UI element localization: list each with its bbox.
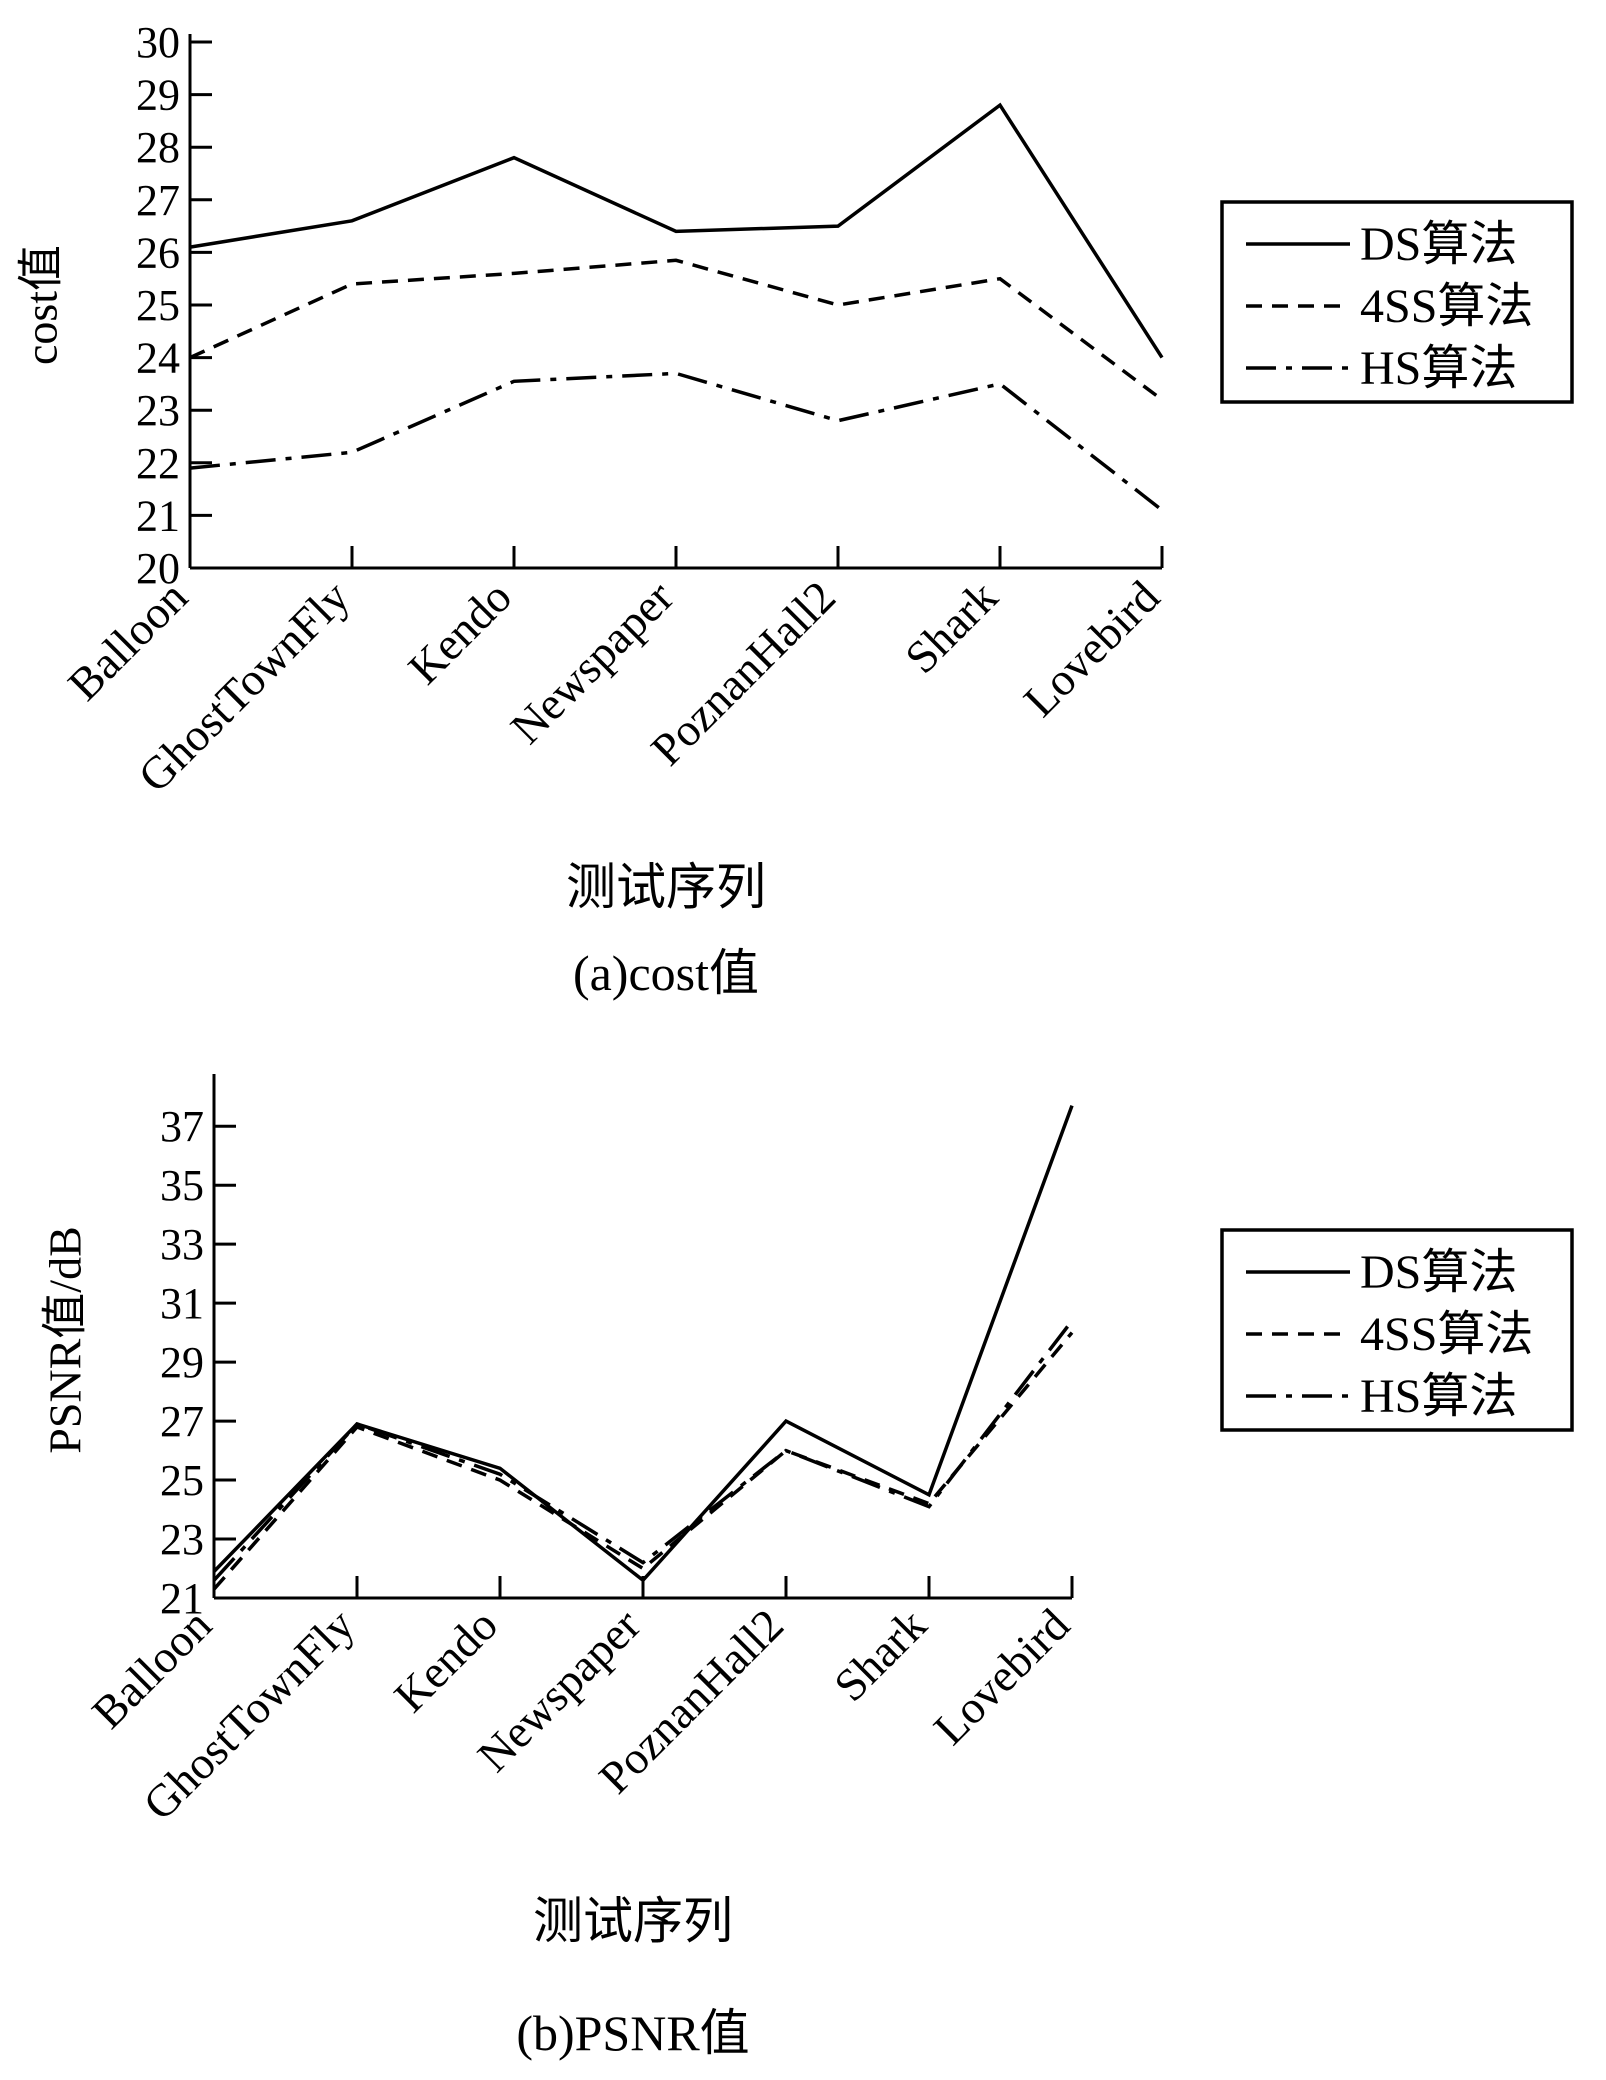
y-tick-label: 35 — [160, 1161, 204, 1210]
series-line-0 — [189, 102, 1164, 359]
chart-panel-0: 2021222324252627282930BalloonGhostTownFl… — [16, 18, 1574, 1001]
y-tick-label: 23 — [160, 1515, 204, 1564]
chart-caption: (a)cost值 — [573, 945, 759, 1001]
legend-label-1: 4SS算法 — [1360, 1308, 1533, 1361]
y-axis-label: cost值 — [16, 245, 67, 365]
y-tick-label: 20 — [136, 544, 180, 593]
y-tick-label: 22 — [136, 439, 180, 488]
y-tick-label: 21 — [160, 1574, 204, 1623]
x-tick-label: Balloon — [58, 571, 197, 710]
legend-box — [1220, 200, 1574, 404]
x-axis-label: 测试序列 — [566, 859, 766, 915]
legend: DS算法 4SS算法 HS算法 — [1220, 1228, 1574, 1432]
y-tick-label: 29 — [160, 1338, 204, 1387]
y-tick-label: 24 — [136, 334, 180, 383]
legend-label-1: 4SS算法 — [1360, 280, 1533, 333]
series-line-2 — [212, 1319, 1074, 1582]
legend-label-2: HS算法 — [1360, 1370, 1517, 1423]
y-tick-label: 25 — [136, 281, 180, 330]
x-axis-label: 测试序列 — [533, 1893, 733, 1949]
x-tick-label: Shark — [895, 571, 1007, 683]
x-tick-label: Lovebird — [1014, 571, 1169, 726]
x-tick-label: Kendo — [398, 571, 521, 694]
y-tick-label: 21 — [136, 491, 180, 540]
legend-label-0: DS算法 — [1360, 218, 1517, 271]
legend-label-2: HS算法 — [1360, 342, 1517, 395]
series-line-0 — [212, 1104, 1074, 1583]
y-tick-label: 26 — [136, 228, 180, 277]
series-line-2 — [189, 371, 1164, 512]
y-tick-label: 37 — [160, 1102, 204, 1151]
x-tick-label: Balloon — [82, 1599, 221, 1738]
y-tick-label: 27 — [160, 1397, 204, 1446]
y-axis-label: PSNR值/dB — [40, 1226, 91, 1454]
x-tick-label: Kendo — [384, 1599, 507, 1722]
series-line-1 — [189, 258, 1164, 402]
y-tick-label: 27 — [136, 176, 180, 225]
y-tick-label: 30 — [136, 18, 180, 67]
legend: DS算法 4SS算法 HS算法 — [1220, 200, 1574, 404]
legend-box — [1220, 1228, 1574, 1432]
series-line-1 — [212, 1331, 1074, 1591]
y-tick-label: 33 — [160, 1220, 204, 1269]
y-tick-label: 31 — [160, 1279, 204, 1328]
y-tick-label: 25 — [160, 1456, 204, 1505]
y-tick-label: 23 — [136, 386, 180, 435]
x-tick-label: Shark — [824, 1599, 936, 1711]
y-tick-label: 29 — [136, 71, 180, 120]
y-tick-label: 28 — [136, 123, 180, 172]
legend-label-0: DS算法 — [1360, 1246, 1517, 1299]
chart-caption: (b)PSNR值 — [516, 2005, 749, 2061]
x-tick-label: Lovebird — [924, 1599, 1079, 1754]
